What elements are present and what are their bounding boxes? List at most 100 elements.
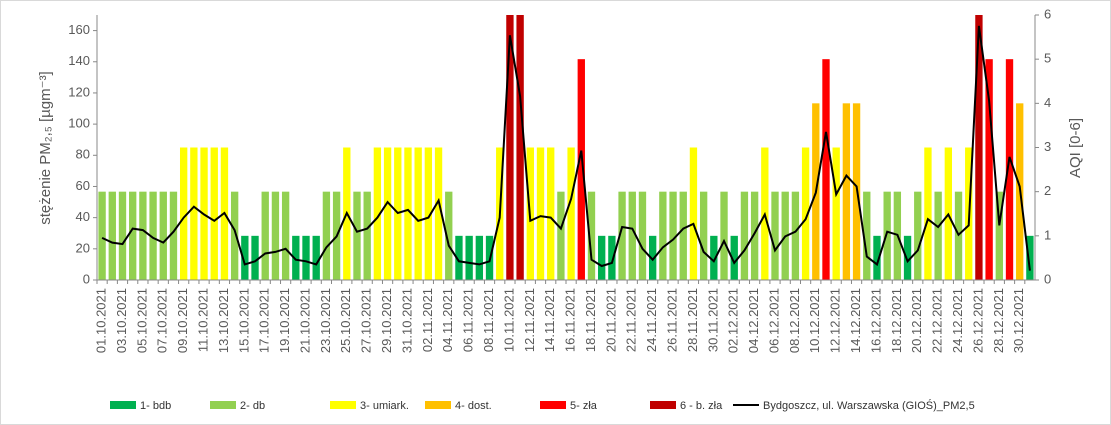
- bar: [424, 147, 433, 280]
- y-tick-label: 160: [68, 22, 90, 37]
- bar: [598, 235, 606, 280]
- x-tick-label: 06.11.2021: [461, 288, 476, 352]
- bar: [985, 59, 993, 280]
- bar: [190, 147, 198, 280]
- bar: [689, 147, 698, 280]
- y2-tick-label: 6: [1044, 6, 1051, 21]
- x-tick-label: 30.12.2021: [1011, 288, 1026, 353]
- x-tick-label: 02.11.2021: [420, 288, 435, 352]
- x-tick-label: 23.10.2021: [318, 288, 333, 353]
- bar: [873, 235, 881, 280]
- x-tick-label: 25.10.2021: [338, 288, 353, 353]
- bar: [465, 235, 473, 280]
- bar: [914, 191, 922, 280]
- bar: [169, 191, 178, 280]
- y-tick-label: 40: [76, 209, 90, 224]
- bar: [771, 191, 779, 280]
- bar: [618, 191, 626, 280]
- x-tick-label: 02.12.2021: [726, 288, 741, 353]
- bar: [516, 15, 524, 280]
- bar: [281, 191, 290, 280]
- y-tick-label: 120: [68, 84, 90, 99]
- x-tick-label: 24.12.2021: [950, 288, 965, 353]
- x-tick-label: 27.10.2021: [359, 288, 374, 353]
- legend-swatch: [210, 401, 236, 409]
- x-tick-label: 11.10.2021: [195, 288, 210, 352]
- x-tick-label: 01.10.2021: [94, 288, 109, 353]
- bar: [730, 235, 738, 280]
- bar: [159, 191, 167, 280]
- bar: [995, 191, 1003, 280]
- bar: [383, 147, 392, 280]
- x-tick-label: 20.11.2021: [603, 288, 618, 352]
- x-tick-label: 31.10.2021: [399, 288, 414, 353]
- bar: [710, 235, 718, 280]
- bar: [1005, 59, 1014, 280]
- bar: [638, 191, 647, 280]
- bar: [903, 235, 912, 280]
- bar: [455, 235, 463, 280]
- bar: [679, 191, 687, 280]
- x-tick-label: 22.11.2021: [624, 288, 639, 352]
- bar: [608, 235, 616, 280]
- bar: [699, 191, 708, 280]
- x-tick-label: 12.12.2021: [828, 288, 843, 353]
- y-tick-label: 100: [68, 116, 90, 131]
- y-axis-label: stężenie PM₂,₅ [µgm⁻³]: [37, 71, 54, 224]
- x-tick-label: 18.11.2021: [583, 288, 598, 352]
- x-tick-label: 05.10.2021: [134, 288, 149, 353]
- bar: [801, 147, 810, 280]
- y2-tick-label: 1: [1044, 227, 1051, 242]
- y2-tick-label: 2: [1044, 183, 1051, 198]
- x-tick-label: 10.12.2021: [807, 288, 822, 353]
- bar: [883, 191, 891, 280]
- bar: [924, 147, 932, 280]
- x-tick-label: 16.11.2021: [563, 288, 578, 352]
- x-tick-label: 29.10.2021: [379, 288, 394, 353]
- x-tick-label: 12.11.2021: [522, 288, 537, 352]
- y-tick-label: 20: [76, 240, 90, 255]
- bar: [434, 147, 443, 280]
- bar: [179, 147, 188, 280]
- bar: [567, 147, 575, 280]
- bar: [791, 191, 800, 280]
- x-tick-label: 04.11.2021: [440, 288, 455, 352]
- x-tick-label: 28.11.2021: [685, 288, 700, 352]
- bar: [118, 191, 127, 280]
- y2-tick-label: 3: [1044, 139, 1051, 154]
- bar: [832, 147, 840, 280]
- x-tick-label: 24.11.2021: [644, 288, 659, 352]
- bar: [577, 59, 585, 280]
- x-tick-label: 03.10.2021: [114, 288, 129, 353]
- bar: [353, 191, 361, 280]
- x-tick-label: 18.12.2021: [889, 288, 904, 353]
- x-tick-label: 08.12.2021: [787, 288, 802, 353]
- legend-swatch: [425, 401, 451, 409]
- bar: [475, 235, 484, 280]
- bar: [261, 191, 269, 280]
- x-tick-label: 04.12.2021: [746, 288, 761, 353]
- bar: [506, 15, 514, 280]
- bar: [720, 191, 728, 280]
- x-tick-label: 10.11.2021: [501, 288, 516, 352]
- x-tick-label: 14.12.2021: [848, 288, 863, 353]
- y-tick-label: 80: [76, 147, 90, 162]
- y2-axis-label: AQI [0-6]: [1067, 118, 1084, 178]
- bar: [842, 103, 851, 280]
- x-tick-label: 07.10.2021: [155, 288, 170, 353]
- y-tick-label: 140: [68, 53, 90, 68]
- y2-tick-label: 5: [1044, 51, 1051, 66]
- x-tick-label: 09.10.2021: [175, 288, 190, 353]
- bar: [108, 191, 116, 280]
- x-tick-label: 21.10.2021: [297, 288, 312, 353]
- x-tick-label: 08.11.2021: [481, 288, 496, 352]
- legend-swatch: [650, 401, 676, 409]
- y2-tick-label: 4: [1044, 95, 1051, 110]
- bar: [648, 235, 657, 280]
- x-tick-label: 15.10.2021: [236, 288, 251, 353]
- bar: [373, 147, 382, 280]
- x-tick-label: 14.11.2021: [542, 288, 557, 352]
- legend-label: 1- bdb: [140, 400, 171, 412]
